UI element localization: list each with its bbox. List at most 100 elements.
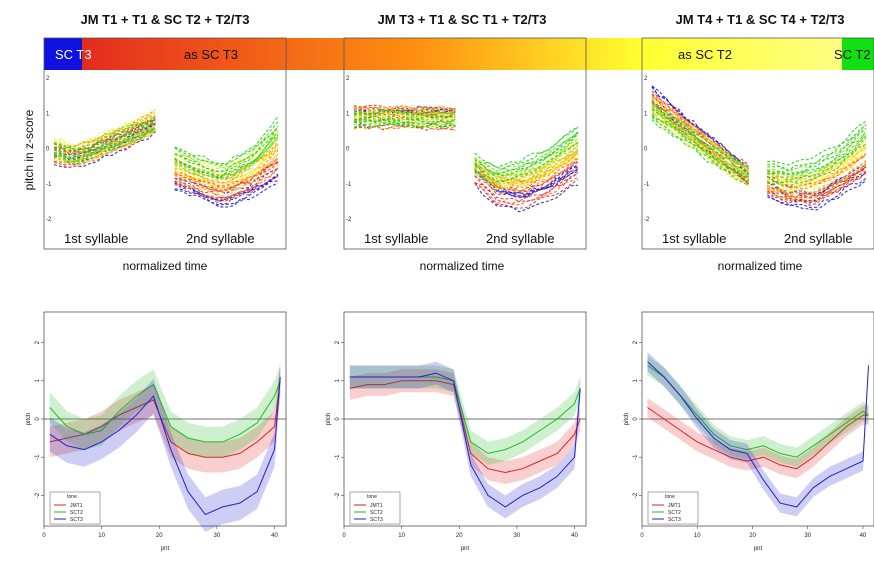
plot-frame bbox=[641, 37, 874, 250]
pitch-trace bbox=[174, 124, 279, 166]
mean-line-SCT3 bbox=[647, 361, 869, 508]
color-bar-label-as-sc-t2: as SC T2 bbox=[678, 47, 732, 62]
pitch-trace bbox=[174, 173, 279, 202]
plot-frame bbox=[343, 37, 587, 250]
pitch-trace bbox=[353, 105, 456, 112]
confidence-band-SCT3 bbox=[349, 361, 581, 519]
pitch-trace bbox=[353, 116, 456, 123]
second-syllable-label: 2nd syllable bbox=[186, 231, 255, 246]
pitch-trace bbox=[174, 138, 279, 181]
pitch-trace bbox=[767, 124, 867, 172]
pitch-trace bbox=[474, 144, 579, 184]
pitch-trace bbox=[767, 164, 867, 200]
top-panel-left: -2 -1 0 1 2 1st syllable 2nd syllable normal… bbox=[43, 37, 287, 273]
panel-title-right: JM T4 + T1 & SC T4 + T2/T3 bbox=[675, 12, 844, 27]
y-tick-label: -2 bbox=[346, 217, 352, 223]
pitch-trace bbox=[53, 128, 156, 164]
mean-line-JMT1 bbox=[647, 407, 869, 470]
plot-frame bbox=[43, 37, 287, 250]
y-tick-label: -2 bbox=[35, 492, 41, 498]
top-panel-middle: -2 -1 0 1 2 1st syllable 2nd syllable normal… bbox=[343, 37, 587, 273]
y-tick-label: -2 bbox=[335, 492, 341, 498]
first-syllable-label: 1st syllable bbox=[64, 231, 128, 246]
y-tick-label: 0 bbox=[46, 147, 50, 153]
y-axis-title: pitch bbox=[26, 413, 32, 426]
pitch-trace bbox=[767, 150, 867, 192]
x-tick-label: 30 bbox=[514, 533, 521, 539]
y-tick-label: 2 bbox=[335, 340, 341, 344]
pitch-trace bbox=[353, 112, 456, 118]
y-tick-label: 2 bbox=[346, 76, 350, 82]
pitch-trace bbox=[651, 97, 750, 172]
pitch-trace bbox=[174, 175, 279, 205]
pitch-trace bbox=[353, 106, 456, 112]
pitch-trace bbox=[53, 128, 156, 163]
y-tick-label: 2 bbox=[46, 76, 50, 82]
pitch-trace bbox=[651, 90, 750, 166]
color-bar-label-as-sc-t3: as SC T3 bbox=[184, 47, 238, 62]
pitch-trace bbox=[353, 111, 456, 118]
x-tick-label: 10 bbox=[398, 533, 405, 539]
y-axis-title: pitch bbox=[624, 413, 630, 426]
pitch-trace bbox=[767, 138, 867, 185]
x-axis-title: pnt bbox=[754, 546, 763, 552]
pitch-trace bbox=[174, 144, 279, 180]
pitch-trace bbox=[53, 111, 156, 146]
pitch-trace bbox=[767, 143, 867, 187]
pitch-trace bbox=[474, 149, 579, 189]
pitch-trace bbox=[353, 122, 456, 129]
y-tick-label: 0 bbox=[335, 417, 341, 421]
color-bar-label-sc-t2: SC T2 bbox=[834, 47, 871, 62]
y-tick-label: -1 bbox=[46, 182, 52, 188]
pitch-trace bbox=[53, 130, 156, 160]
confidence-band-SCT2 bbox=[349, 365, 581, 465]
y-tick-label: 1 bbox=[644, 111, 648, 117]
legend-entry-SCT3: SCT3 bbox=[370, 517, 383, 523]
pitch-trace bbox=[474, 161, 579, 193]
x-tick-label: 20 bbox=[456, 533, 463, 539]
mean-line-SCT3 bbox=[349, 372, 581, 508]
pitch-trace bbox=[174, 140, 279, 177]
pitch-trace bbox=[474, 160, 579, 192]
pitch-trace bbox=[651, 114, 749, 178]
pitch-trace bbox=[53, 114, 156, 148]
pitch-trace bbox=[474, 153, 579, 189]
pitch-traces-middle: -2 -1 0 1 2 bbox=[346, 76, 579, 223]
first-syllable-label: 1st syllable bbox=[662, 231, 726, 246]
pitch-trace bbox=[53, 115, 156, 153]
y-tick-label: 1 bbox=[335, 378, 341, 382]
pitch-trace bbox=[767, 120, 867, 166]
mean-line-SCT3 bbox=[49, 376, 281, 516]
pitch-trace bbox=[174, 154, 279, 189]
legend-entry-JMT1: JMT1 bbox=[668, 503, 681, 509]
pitch-trace bbox=[174, 153, 279, 191]
pitch-traces-right: -2 -1 0 1 2 bbox=[644, 76, 867, 223]
pitch-trace bbox=[767, 144, 867, 187]
pitch-trace bbox=[53, 115, 156, 151]
pitch-trace bbox=[53, 131, 156, 164]
pitch-trace bbox=[651, 117, 750, 184]
color-bar-label-sc-t3: SC T3 bbox=[55, 47, 92, 62]
x-axis-title: normalized time bbox=[123, 259, 208, 273]
pitch-trace bbox=[767, 152, 867, 189]
pitch-trace bbox=[767, 169, 867, 203]
y-tick-label: 1 bbox=[633, 378, 639, 382]
pitch-trace bbox=[651, 119, 749, 186]
pitch-trace bbox=[174, 130, 279, 170]
confidence-band-JMT1 bbox=[349, 369, 581, 484]
pitch-trace bbox=[767, 131, 867, 175]
pitch-trace bbox=[767, 171, 867, 204]
x-tick-label: 0 bbox=[42, 533, 46, 539]
x-tick-label: 10 bbox=[98, 533, 105, 539]
pitch-trace bbox=[651, 98, 749, 169]
x-axis-title: pnt bbox=[461, 546, 470, 552]
pitch-trace bbox=[767, 143, 867, 183]
pitch-trace bbox=[766, 143, 867, 182]
y-tick-label: 1 bbox=[35, 378, 41, 382]
x-tick-label: 20 bbox=[749, 533, 756, 539]
legend-title: tone bbox=[665, 494, 675, 500]
pitch-trace bbox=[767, 164, 867, 195]
